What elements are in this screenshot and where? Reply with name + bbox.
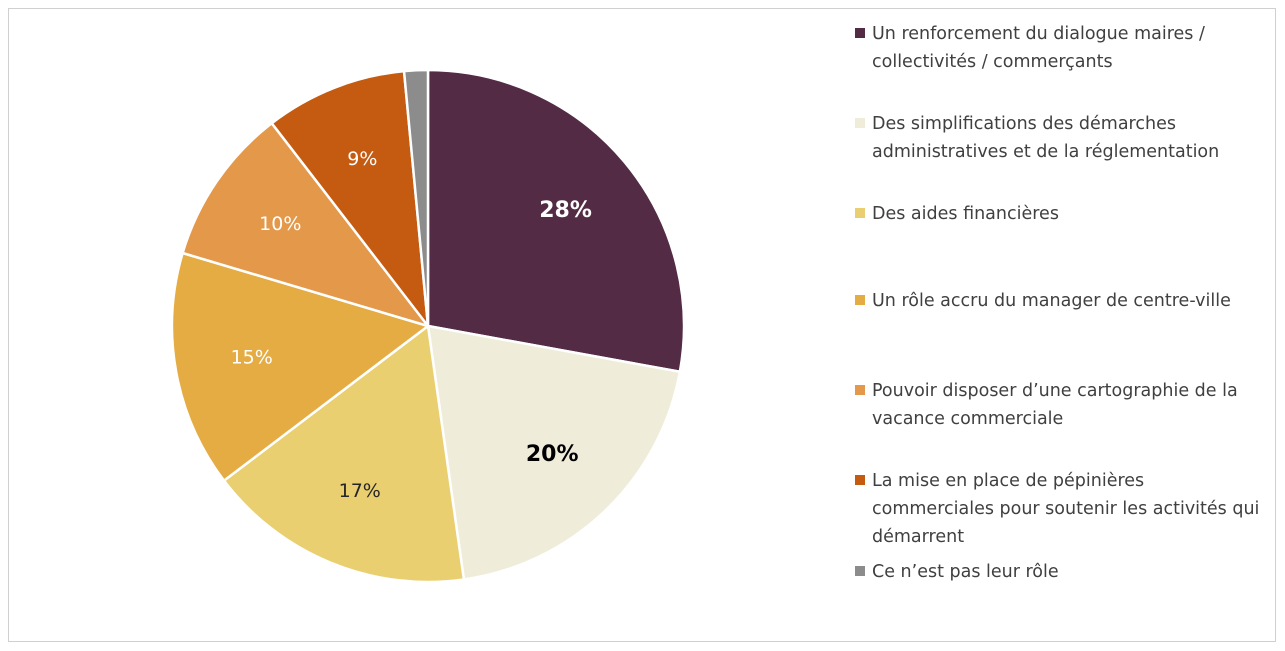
pie-slice xyxy=(270,69,430,328)
data-label: 15% xyxy=(231,347,273,369)
legend-label: Des aides financières xyxy=(872,204,1059,224)
pie-slice xyxy=(402,68,430,328)
pie-slice xyxy=(222,324,466,584)
legend-swatch xyxy=(855,208,865,218)
legend-label: La mise en place de pépinières commercia… xyxy=(872,471,1260,547)
legend-label: Ce n’est pas leur rôle xyxy=(872,562,1059,582)
legend-label: Un renforcement du dialogue maires / col… xyxy=(872,24,1205,72)
data-label: 17% xyxy=(339,480,381,502)
legend-swatch xyxy=(855,385,865,395)
data-label: 20% xyxy=(526,442,579,467)
legend-label: Pouvoir disposer d’une cartographie de l… xyxy=(872,381,1238,429)
pie-slice xyxy=(426,68,686,374)
legend-swatch xyxy=(855,28,865,38)
data-label: 9% xyxy=(347,148,377,170)
legend-swatch xyxy=(855,475,865,485)
legend-label: Un rôle accru du manager de centre-ville xyxy=(872,291,1231,311)
pie-slice xyxy=(170,251,430,482)
data-label: 28% xyxy=(539,198,592,223)
legend-swatch xyxy=(855,566,865,576)
legend-swatch xyxy=(855,118,865,128)
pie-slice xyxy=(181,121,430,328)
legend-label: Des simplifications des démarches admini… xyxy=(872,114,1220,162)
data-label: 10% xyxy=(259,213,301,235)
legend-swatch xyxy=(855,295,865,305)
pie-slice xyxy=(426,324,682,581)
